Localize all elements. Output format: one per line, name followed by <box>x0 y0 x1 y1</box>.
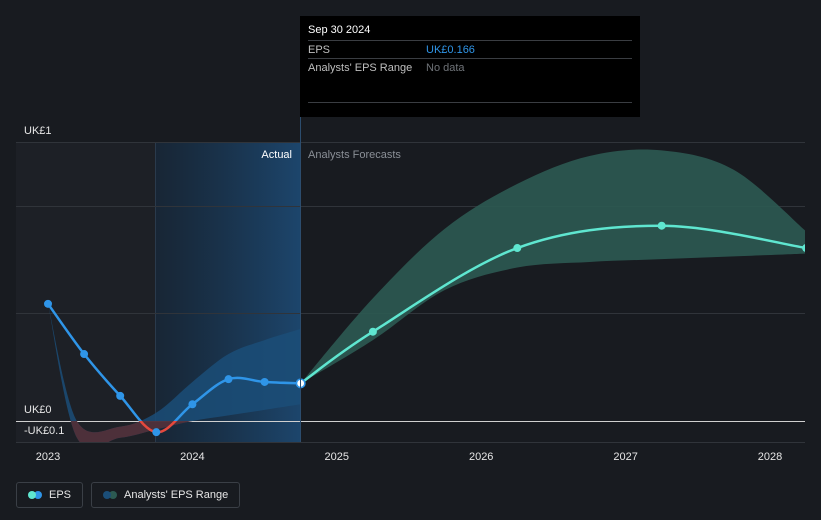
x-tick-label: 2024 <box>180 451 204 463</box>
tooltip-eps-label: EPS <box>308 43 331 56</box>
eps-point <box>260 377 269 386</box>
plot-area <box>44 149 805 442</box>
forecast-eps-range-band <box>300 149 805 384</box>
tooltip-range-label: Analysts' EPS Range <box>308 61 413 74</box>
tooltip-row-eps: EPS UK£0.166 <box>308 40 632 58</box>
y-tick-label: -UK£0.1 <box>24 425 64 437</box>
legend-range[interactable]: Analysts' EPS Range <box>91 482 241 508</box>
tooltip-range-value: No data <box>426 61 465 74</box>
forecast-eps-point <box>802 244 805 252</box>
eps-point <box>80 350 89 359</box>
y-tick-label: UK£0 <box>24 404 52 416</box>
eps-point <box>116 391 125 400</box>
forecast-eps-point <box>513 244 522 253</box>
tooltip-eps-value: UK£0.166 <box>426 43 475 56</box>
eps-point <box>44 299 52 308</box>
forecast-eps-line <box>299 224 805 385</box>
eps-line-negative <box>138 421 178 434</box>
negative-range-band <box>70 421 193 442</box>
forecast-eps-point <box>368 327 377 336</box>
forecast-eps-point <box>657 221 666 230</box>
eps-point <box>188 400 197 409</box>
legend: EPS Analysts' EPS Range <box>16 482 241 508</box>
forecast-label: Analysts Forecasts <box>308 149 401 161</box>
eps-legend-icon <box>28 491 42 499</box>
actual-label: Actual <box>261 149 292 161</box>
tooltip-divider <box>308 102 632 103</box>
x-tick-label: 2026 <box>469 451 493 463</box>
eps-point <box>224 375 233 384</box>
legend-eps-label: EPS <box>49 489 72 501</box>
x-tick-label: 2025 <box>325 451 349 463</box>
legend-range-label: Analysts' EPS Range <box>124 489 229 501</box>
x-tick-label: 2023 <box>36 451 60 463</box>
tooltip: Sep 30 2024 EPS UK£0.166 Analysts' EPS R… <box>300 16 640 117</box>
legend-eps[interactable]: EPS <box>16 482 84 508</box>
y-tick-label: UK£1 <box>24 125 52 137</box>
past-shading <box>16 142 155 442</box>
range-legend-icon <box>103 491 118 499</box>
actual-eps-range-band <box>48 303 301 442</box>
eps-point <box>152 428 161 437</box>
tooltip-date: Sep 30 2024 <box>308 24 371 36</box>
x-tick-label: 2028 <box>758 451 782 463</box>
x-tick-label: 2027 <box>613 451 637 463</box>
tooltip-row-range: Analysts' EPS Range No data <box>308 58 632 76</box>
